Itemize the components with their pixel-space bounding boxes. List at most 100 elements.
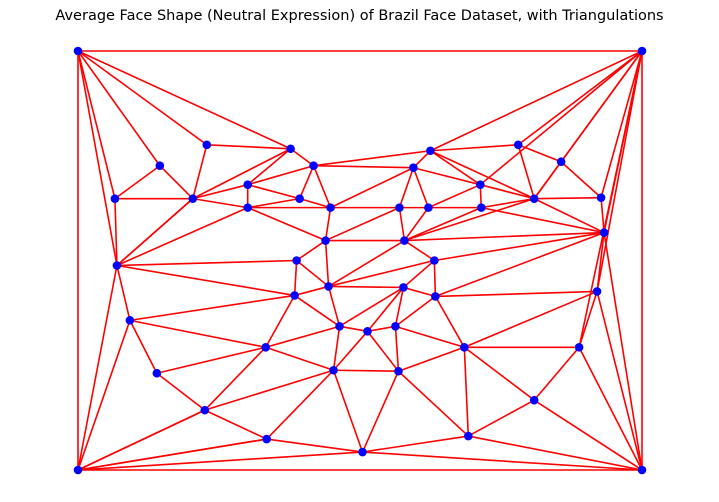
triangulation-edge [332,325,341,372]
triangulation-edge [397,346,466,373]
landmark-point [400,236,409,245]
triangulation-edge [312,149,432,167]
landmark-point [394,366,403,376]
landmark-point [426,146,435,156]
triangulation-edge [298,197,332,209]
triangulation-edge [394,286,405,328]
triangulation-edge [159,164,194,200]
triangulation-edge [293,294,341,328]
triangulation-edge [533,196,602,200]
triangulation-edge [191,183,249,200]
landmark-point [112,261,122,270]
landmark-point [599,228,609,237]
triangulation-edge [77,50,116,200]
triangulation-edge [293,285,330,297]
triangulation-edge [412,166,482,186]
triangulation-edge [603,231,643,471]
landmark-point [324,282,333,291]
triangulation-edge [327,285,341,328]
triangulation-edge [596,50,643,293]
landmark-point [592,287,602,296]
landmark-point [556,157,566,167]
triangulation-edge [366,286,405,333]
landmark-point [329,365,338,375]
triangulation-edge [533,346,580,401]
landmark-point [391,322,400,331]
triangulation-edge [77,50,161,167]
triangulation-edge [429,143,520,152]
triangulation-edge [533,197,605,234]
triangulation-edge [517,143,535,200]
triangulation-edge [77,50,292,150]
triangulation-edge [327,259,436,288]
triangulation-edge [77,451,364,471]
landmark-point [529,194,539,203]
triangulation-edge [338,325,369,333]
landmark-point [464,431,473,441]
triangulation-edge [205,143,292,150]
triangulation-edge [116,264,131,322]
triangulation-edge [402,286,437,298]
triangulation-edge [480,206,605,234]
landmark-point [110,194,120,203]
landmark-point [309,161,318,171]
triangulation-edge [156,346,267,375]
landmark-point [243,180,252,189]
triangulation-edge [191,147,292,200]
landmark-point [399,283,408,292]
triangulation-edge [77,264,118,471]
triangulation-edge [332,330,369,372]
triangulation-edge [338,286,405,328]
triangulation-edge [596,231,605,293]
landmark-point [202,140,212,150]
triangulation-edge [403,239,436,262]
triangulation-edge [394,325,400,373]
triangulation-edge [434,295,466,349]
triangulation-edge [533,399,643,471]
triangulation-edge [394,325,466,349]
landmark-point [395,203,404,212]
landmark-point [476,203,486,212]
landmark-point [262,434,271,444]
landmark-point [358,447,367,457]
triangulation-edge [156,372,206,411]
triangulation-edge [324,206,401,242]
triangulation-edge [114,164,161,200]
triangulation-edge [429,50,643,152]
triangulation-edge [361,451,643,471]
triangulation-edge [129,319,158,375]
triangulation-edge [403,197,535,242]
triangulation-edge [312,164,415,169]
landmark-point [200,405,210,415]
triangulation-edge [265,438,364,453]
triangulation-edge [324,206,332,242]
triangulation-edge [479,183,535,200]
landmark-point [475,180,485,189]
triangulation-edge [327,285,405,289]
triangulation-edge [433,231,605,262]
triangulation-edge [264,346,335,372]
triangulation-edge [578,346,643,471]
triangulation-edge [77,409,206,471]
triangulation-edge [116,259,298,267]
triangulation-edge [116,206,249,267]
triangulation-edge [246,183,301,200]
triangulation-edge [517,143,562,163]
triangulation-edge [467,399,535,437]
triangulation-edge [246,164,315,186]
landmark-point [321,236,330,245]
triangulation-edges [77,50,643,471]
triangulation-edge [332,369,400,373]
triangulation-edge [434,290,598,298]
triangulation-edge [412,166,430,209]
triangulation-edge [402,259,436,289]
triangulation-edge [361,370,400,453]
triangulation-edge [77,319,131,471]
landmark-point [430,256,439,265]
triangulation-edge [77,438,268,471]
triangulation-edge [429,149,482,186]
triangulation-edge [295,259,330,288]
triangulation-edge [246,197,301,209]
landmark-point [596,193,606,202]
